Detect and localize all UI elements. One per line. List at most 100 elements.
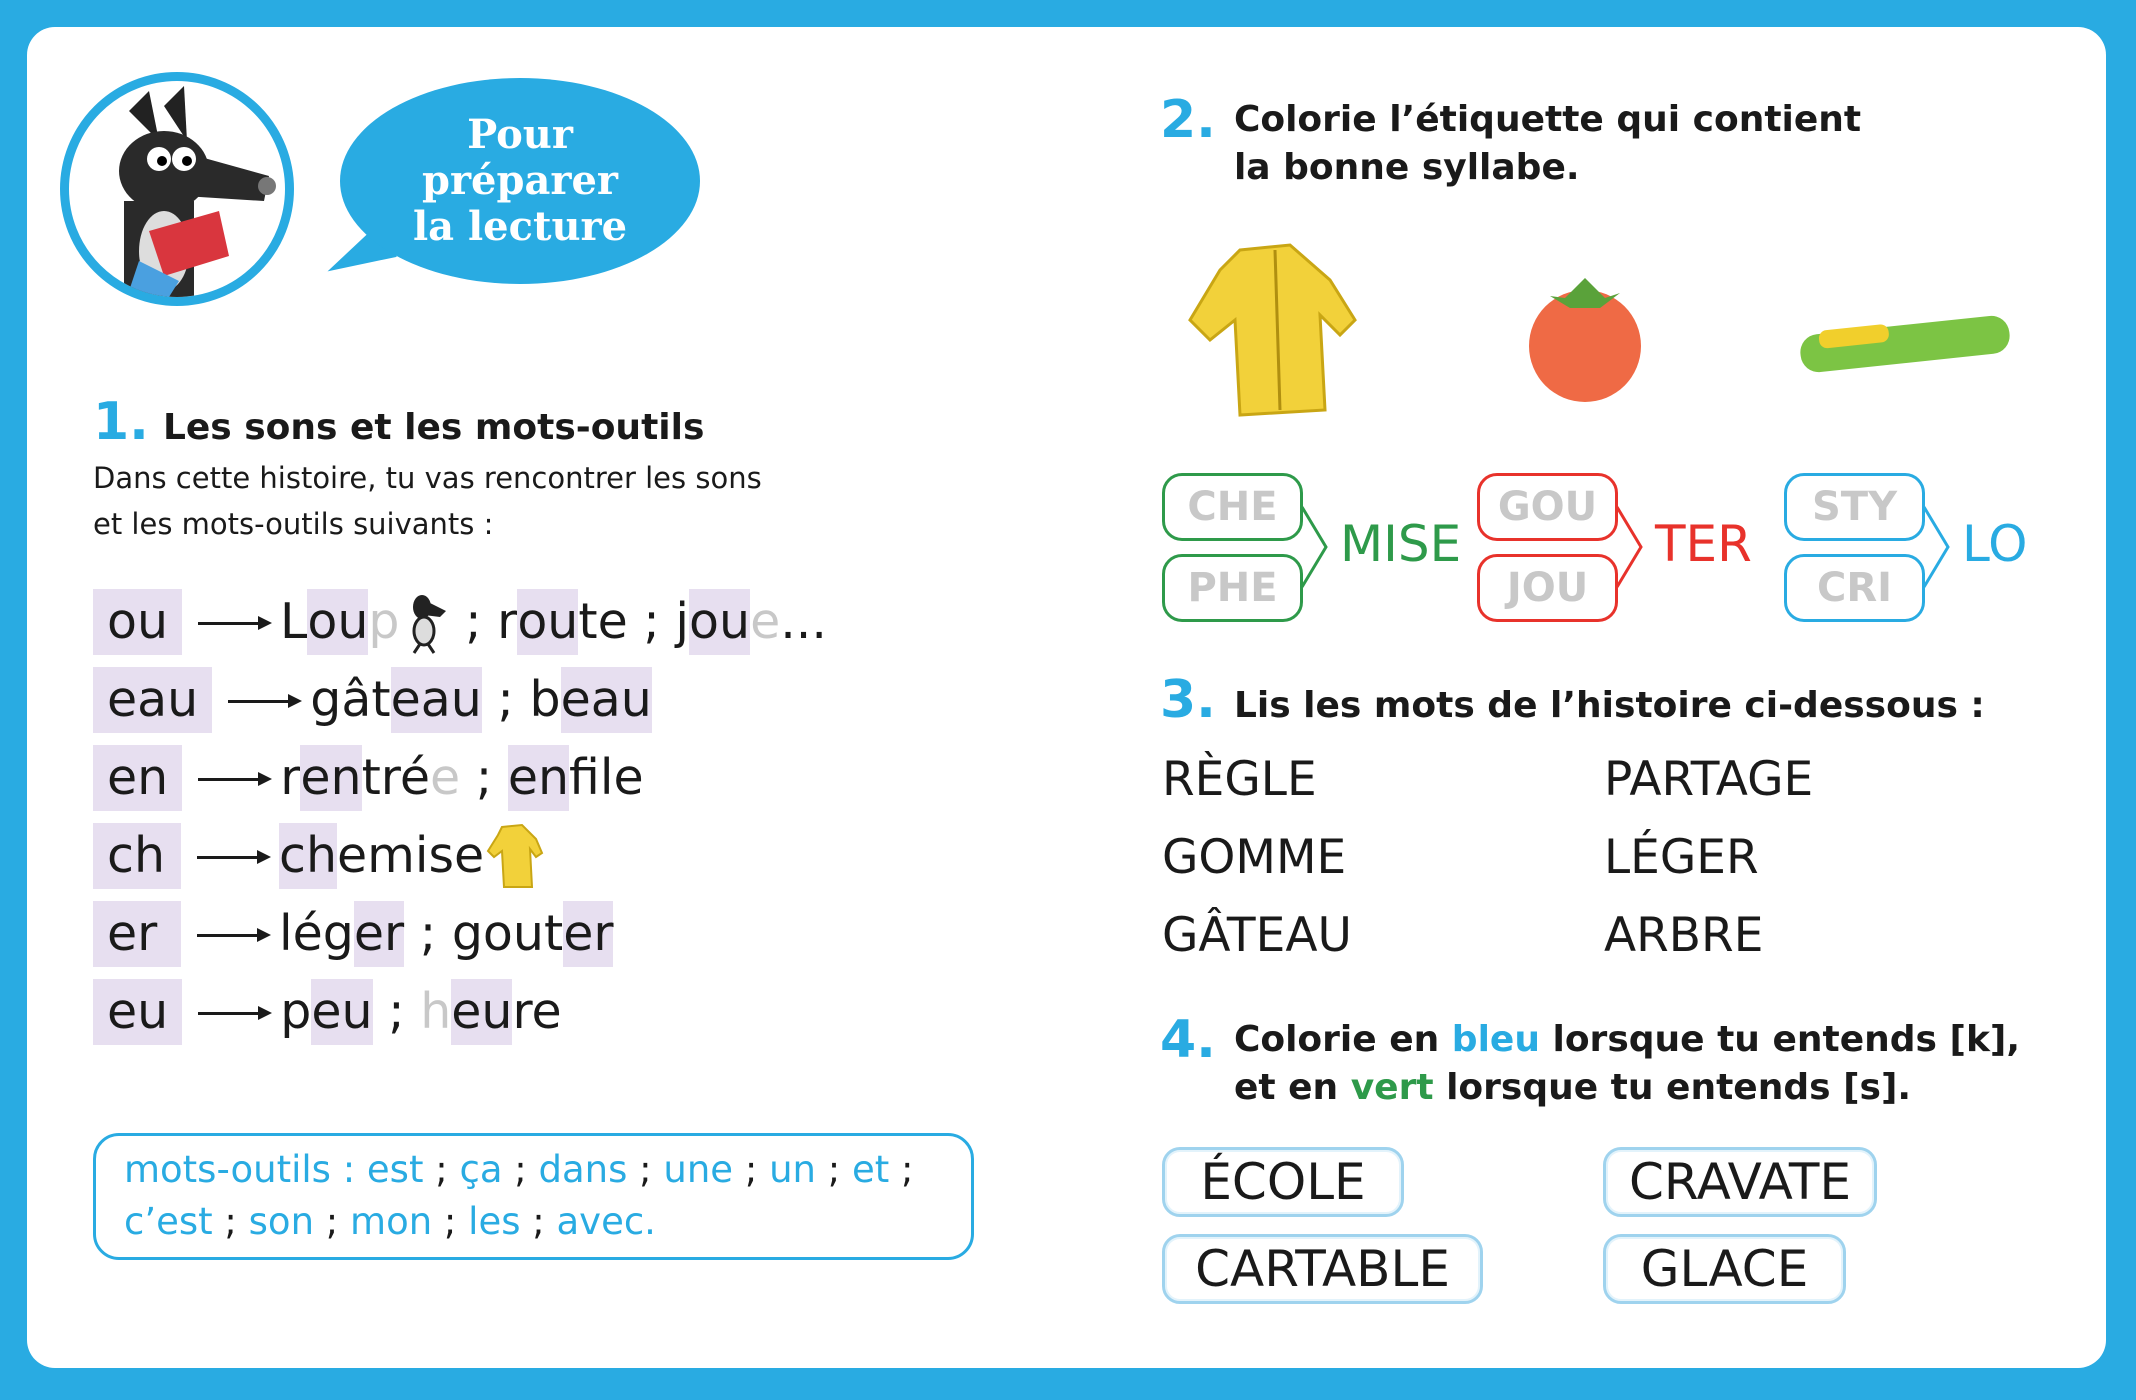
highlighted-letters: er <box>563 901 614 967</box>
highlighted-letters: eu <box>451 979 513 1045</box>
blue-word: bleu <box>1451 1019 1540 1060</box>
pencil-case-icon <box>1800 315 2010 373</box>
bubble-line: la lecture <box>412 203 628 250</box>
separator: ; <box>733 1148 770 1191</box>
section-2-heading: 2. Colorie l’étiquette qui contient la b… <box>1160 90 1861 192</box>
word-part: re <box>512 983 562 1040</box>
word-part: file <box>569 749 644 806</box>
sound-row: er lég er ; gout er <box>93 901 614 967</box>
mot-outil: dans <box>538 1148 628 1191</box>
word-part: h <box>420 983 452 1040</box>
syllable-option[interactable]: CRI <box>1784 554 1925 622</box>
word-part: gât <box>310 671 391 728</box>
word-part: p <box>280 983 312 1040</box>
section-number: 3. <box>1160 670 1216 730</box>
syllable-ending: LO <box>1962 515 2028 573</box>
section-1-heading: 1. Les sons et les mots-outils <box>93 392 704 452</box>
wolf-icon <box>400 589 450 655</box>
arrow-icon <box>198 589 273 655</box>
shirt-icon <box>484 823 544 889</box>
sound-label: ch <box>93 823 181 889</box>
highlighted-letters: eau <box>560 667 652 733</box>
mot-outil: c’est <box>124 1200 213 1243</box>
separator: ; <box>502 1148 539 1191</box>
mot-outil: ça <box>459 1148 503 1191</box>
mots-outils-box: mots-outils : est ; ça ; dans ; une ; un… <box>93 1133 974 1260</box>
tomato-icon <box>1529 278 1641 402</box>
highlighted-letters: en <box>300 745 362 811</box>
syllable-option[interactable]: GOU <box>1477 473 1618 541</box>
arrow-icon <box>198 745 273 811</box>
highlighted-letters: ou <box>689 589 751 655</box>
word-item: PARTAGE <box>1604 752 1814 807</box>
bubble-line: Pour <box>467 111 573 158</box>
section-number: 1. <box>93 392 149 452</box>
word-label-cartable[interactable]: CARTABLE <box>1162 1234 1483 1304</box>
arrow-icon <box>198 979 273 1045</box>
mot-outil: avec. <box>556 1200 656 1243</box>
speech-bubble: Pour préparer la lecture <box>340 78 700 284</box>
sound-label: ou <box>93 589 183 655</box>
separator: ; <box>815 1148 852 1191</box>
section-number: 4. <box>1160 1010 1216 1070</box>
word-item: GÂTEAU <box>1162 908 1352 963</box>
word-part: e <box>750 593 781 650</box>
highlighted-letters: eu <box>311 979 373 1045</box>
word-label-ecole[interactable]: ÉCOLE <box>1162 1147 1404 1217</box>
bubble-line: préparer <box>422 157 618 204</box>
sound-row: en r en tré e ; en file <box>93 745 644 811</box>
sound-label: er <box>93 901 181 967</box>
section-1-intro: Dans cette histoire, tu vas rencontrer l… <box>93 455 762 547</box>
wolf-avatar <box>60 72 294 306</box>
syllable-ending: TER <box>1655 515 1752 573</box>
bracket-icon <box>1300 505 1330 593</box>
highlighted-letters: ou <box>517 589 579 655</box>
intro-line: Dans cette histoire, tu vas rencontrer l… <box>93 461 762 495</box>
syllable-option[interactable]: JOU <box>1477 554 1618 622</box>
word-part: r <box>280 749 301 806</box>
word-label-glace[interactable]: GLACE <box>1603 1234 1846 1304</box>
mot-outil: un <box>769 1148 816 1191</box>
mot-outil: et <box>851 1148 890 1191</box>
word-part: te ; j <box>578 593 690 650</box>
sound-row: ch ch emise <box>93 823 544 889</box>
arrow-icon <box>228 667 303 733</box>
word-part: tré <box>361 749 430 806</box>
section-title: la bonne syllabe. <box>1233 147 1580 188</box>
highlighted-letters: eau <box>390 667 482 733</box>
intro-line: et les mots-outils suivants : <box>93 507 494 541</box>
green-word: vert <box>1350 1067 1434 1108</box>
word-label-cravate[interactable]: CRAVATE <box>1603 1147 1877 1217</box>
word-part: emise <box>337 827 485 884</box>
word-item: RÈGLE <box>1162 752 1317 807</box>
word-part: ; <box>460 749 508 806</box>
separator: ; <box>423 1148 460 1191</box>
worksheet-page <box>27 27 2106 1368</box>
section-title: Colorie en bleu lorsque tu entends [k], <box>1233 1019 2021 1060</box>
syllable-option[interactable]: CHE <box>1162 473 1303 541</box>
shirt-icon <box>1188 243 1357 417</box>
syllable-option[interactable]: STY <box>1784 473 1925 541</box>
mot-outil: mon <box>350 1200 433 1243</box>
bracket-icon <box>1922 505 1952 593</box>
highlighted-letters: en <box>507 745 570 811</box>
bracket-icon <box>1615 505 1645 593</box>
mots-outils-label: mots-outils : <box>124 1148 367 1191</box>
separator: ; <box>212 1200 249 1243</box>
section-title: et en vert lorsque tu entends [s]. <box>1233 1067 1912 1108</box>
syllable-ending: MISE <box>1340 515 1462 573</box>
mot-outil: les <box>468 1200 521 1243</box>
arrow-icon <box>197 901 271 967</box>
sound-label: en <box>93 745 183 811</box>
separator: ; <box>520 1200 557 1243</box>
syllable-option[interactable]: PHE <box>1162 554 1303 622</box>
separator: ; <box>889 1148 914 1191</box>
word-item: GOMME <box>1162 830 1347 885</box>
mot-outil: est <box>366 1148 424 1191</box>
separator: ; <box>432 1200 469 1243</box>
sound-row: eu p eu ; h eu re <box>93 979 562 1045</box>
word-part: e <box>430 749 461 806</box>
arrow-icon <box>197 823 271 889</box>
wolf-icon <box>119 86 276 297</box>
mot-outil: une <box>663 1148 734 1191</box>
